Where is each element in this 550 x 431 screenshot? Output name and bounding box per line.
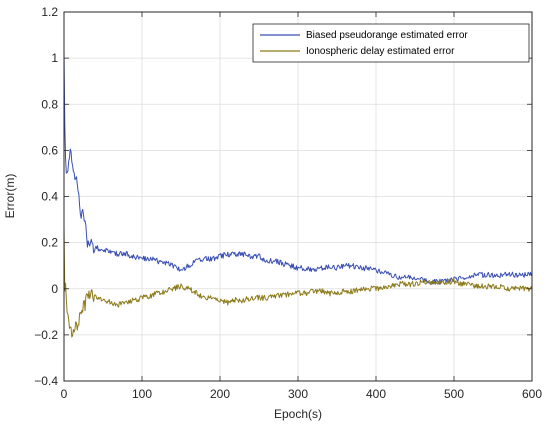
- legend: Biased pseudorange estimated error Ionos…: [252, 23, 530, 63]
- x-tick-label: 200: [210, 387, 230, 401]
- series-line-ionospheric-delay: [63, 226, 533, 338]
- legend-label-ionospheric-delay: Ionospheric delay estimated error: [306, 46, 455, 57]
- x-tick-label: 500: [444, 387, 464, 401]
- y-tick-label: 1: [51, 51, 58, 65]
- x-tick-label: 400: [366, 387, 386, 401]
- y-tick-label: 0.6: [41, 143, 58, 157]
- series-line-biased-pseudorange: [63, 50, 533, 285]
- y-tick-label: −0.4: [34, 374, 58, 388]
- y-axis-label: Error(m): [3, 174, 17, 219]
- y-tick-label: 0: [51, 282, 58, 296]
- y-tick-label: 1.2: [41, 5, 58, 19]
- x-tick-label: 600: [522, 387, 542, 401]
- y-tick-label: 0.4: [41, 190, 58, 204]
- legend-box: [252, 23, 530, 63]
- y-tick-label: −0.2: [34, 328, 58, 342]
- y-tick-label: 0.2: [41, 236, 58, 250]
- legend-label-biased-pseudorange: Biased pseudorange estimated error: [306, 30, 468, 41]
- x-tick-label: 0: [61, 387, 68, 401]
- x-axis-label: Epoch(s): [274, 407, 322, 421]
- axis-ticks: 0 100 200 300 400 500 600 −0.4 −0.2 0 0.2 0.4 0.6 0.8…: [34, 5, 542, 401]
- x-tick-label: 300: [288, 387, 308, 401]
- x-tick-label: 100: [132, 387, 152, 401]
- y-tick-label: 0.8: [41, 97, 58, 111]
- series-group: [63, 50, 533, 338]
